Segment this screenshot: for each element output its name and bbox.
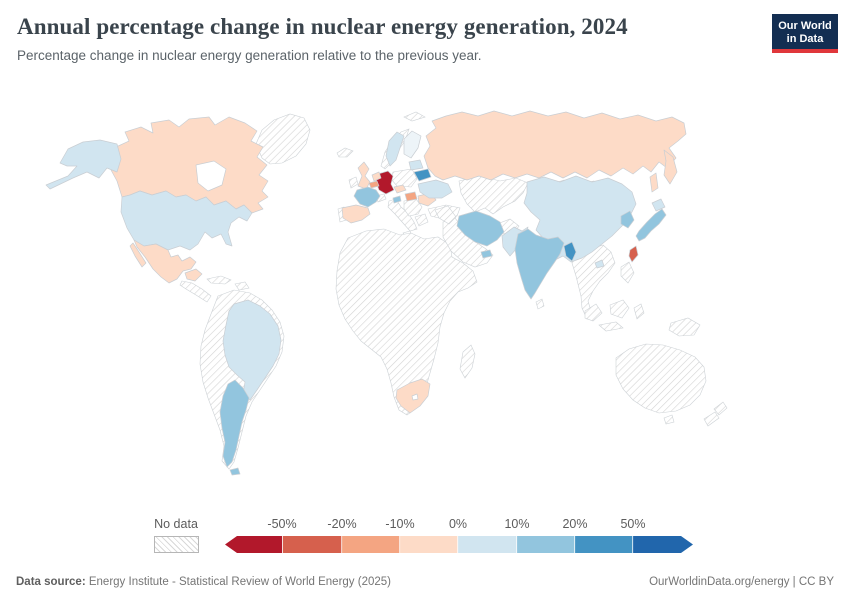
country-italy[interactable] [387, 198, 418, 232]
page-title: Annual percentage change in nuclear ener… [17, 14, 628, 39]
legend-tick-20: 20% [562, 517, 588, 531]
country-slovenia[interactable] [392, 195, 402, 204]
country-belgium[interactable] [368, 180, 380, 189]
island-tasmania[interactable] [663, 414, 675, 425]
country-russia-kamchatka[interactable] [663, 149, 678, 185]
legend-bin-1[interactable] [282, 536, 342, 553]
chart-subtitle: Percentage change in nuclear energy gene… [17, 48, 482, 63]
country-new-zealand-south[interactable] [703, 411, 720, 427]
country-sweden[interactable] [385, 131, 405, 167]
legend-bin-3[interactable] [400, 536, 458, 553]
country-czechia[interactable] [393, 184, 407, 194]
country-taiwan[interactable] [628, 245, 639, 263]
legend-bin-4[interactable] [458, 536, 517, 553]
data-source: Data source: Energy Institute - Statisti… [16, 576, 391, 588]
country-uae[interactable] [480, 249, 493, 259]
country-mexico[interactable] [133, 239, 197, 284]
no-data-label: No data [154, 517, 198, 531]
country-argentina[interactable] [219, 379, 250, 468]
credit-link[interactable]: OurWorldinData.org/energy | CC BY [649, 576, 834, 588]
country-greece[interactable] [414, 213, 429, 227]
legend-tick-10: 10% [504, 517, 530, 531]
owid-logo[interactable]: Our World in Data [772, 14, 838, 53]
island-sumatra[interactable] [584, 303, 603, 322]
country-ireland[interactable] [348, 176, 359, 189]
legend-bin-2[interactable] [342, 536, 400, 553]
world-map [0, 95, 850, 520]
country-sri-lanka[interactable] [535, 298, 545, 310]
country-spain[interactable] [341, 204, 371, 224]
country-hispaniola[interactable] [234, 281, 250, 291]
country-france[interactable] [353, 186, 381, 208]
country-japan[interactable] [635, 208, 667, 242]
country-russia[interactable] [423, 110, 687, 181]
country-china-hainan[interactable] [594, 259, 605, 269]
data-source-text: Energy Institute - Statistical Review of… [85, 576, 391, 588]
data-source-label: Data source: [16, 576, 86, 588]
no-data-swatch[interactable] [154, 536, 199, 553]
region-baltics[interactable] [408, 159, 424, 171]
country-new-zealand-north[interactable] [713, 401, 728, 416]
country-russia-sakhalin[interactable] [649, 172, 659, 193]
region-southeast-asia[interactable] [571, 240, 616, 320]
country-south-korea[interactable] [620, 210, 635, 229]
country-philippines[interactable] [620, 261, 635, 284]
country-japan-hokkaido[interactable] [651, 198, 666, 212]
chart-header: Annual percentage change in nuclear ener… [17, 14, 757, 63]
country-uk[interactable] [357, 161, 371, 190]
country-finland[interactable] [403, 130, 422, 159]
legend-tick-0: 0% [448, 517, 468, 531]
country-lesotho[interactable] [411, 393, 419, 401]
region-central-america[interactable] [179, 280, 212, 303]
legend-color-bar [225, 536, 693, 553]
region-iraq-syria[interactable] [434, 205, 457, 225]
owid-logo-line2: in Data [786, 33, 824, 45]
country-ukraine[interactable] [417, 179, 453, 199]
country-mexico-baja[interactable] [129, 242, 147, 268]
country-iceland[interactable] [336, 147, 354, 158]
country-iran[interactable] [456, 210, 505, 247]
country-cuba[interactable] [206, 275, 232, 285]
island-java[interactable] [598, 321, 624, 332]
country-hungary[interactable] [404, 191, 418, 202]
country-netherlands[interactable] [371, 171, 382, 182]
country-madagascar[interactable] [459, 344, 476, 379]
country-india[interactable] [514, 228, 565, 300]
legend-tick-neg50: -50% [267, 517, 297, 531]
country-mexico-yucatan[interactable] [184, 268, 203, 282]
legend-tick-neg20: -20% [327, 517, 357, 531]
country-svalbard[interactable] [403, 111, 426, 122]
country-brazil[interactable] [222, 299, 282, 401]
legend-tick-50: 50% [620, 517, 646, 531]
region-central-asia[interactable] [458, 175, 529, 215]
legend-bin-5[interactable] [517, 536, 575, 553]
legend-bin-0[interactable] [225, 536, 282, 553]
country-greenland[interactable] [255, 113, 311, 165]
owid-logo-line1: Our World [778, 20, 832, 32]
island-borneo[interactable] [609, 299, 630, 319]
region-africa[interactable] [335, 228, 478, 416]
chart-footer: Data source: Energy Institute - Statisti… [0, 576, 850, 588]
legend-tick-neg10: -10% [385, 517, 415, 531]
map-legend: No data -50% -20% -10% 0% 10% 20% 50% [0, 510, 850, 560]
country-alaska[interactable] [45, 139, 122, 190]
island-sulawesi[interactable] [633, 303, 645, 320]
country-belarus[interactable] [413, 168, 432, 182]
island-new-guinea[interactable] [668, 317, 701, 337]
region-central-europe[interactable] [390, 168, 418, 188]
country-bangladesh[interactable] [563, 241, 577, 262]
legend-bin-7[interactable] [633, 536, 693, 553]
legend-bin-6[interactable] [575, 536, 633, 553]
country-australia[interactable] [615, 343, 707, 414]
country-argentina-tdf[interactable] [229, 467, 241, 476]
